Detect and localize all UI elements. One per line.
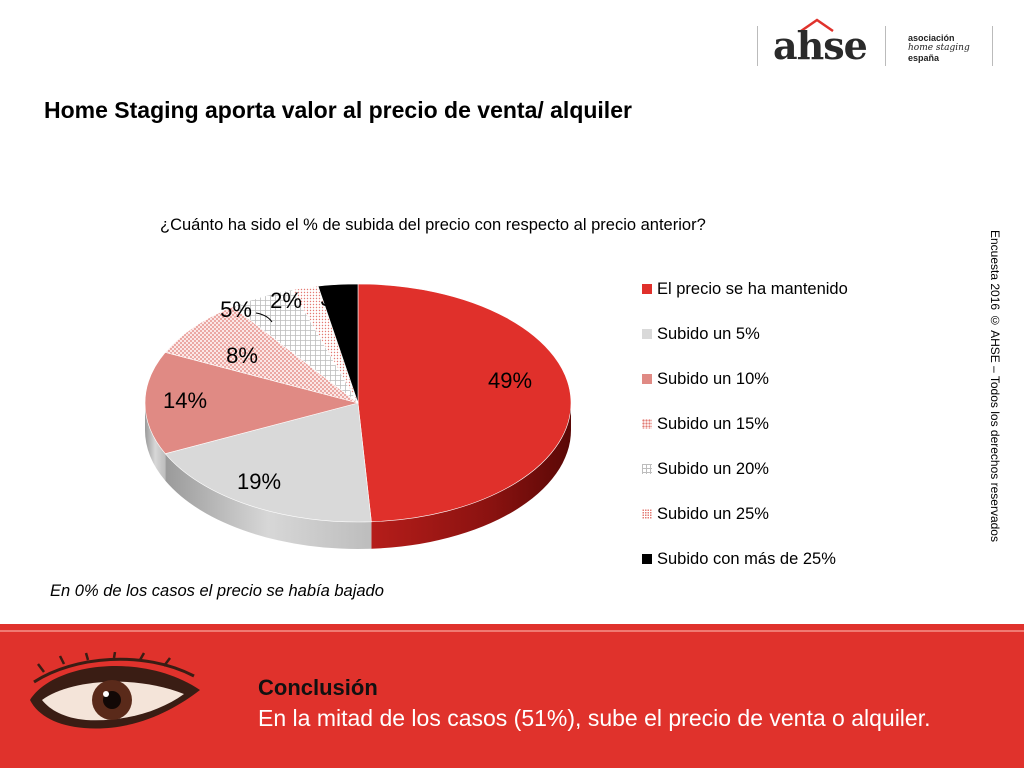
legend-swatch [642,419,652,429]
pie-rim [145,403,571,549]
pie-labels: 49% 19% 14% 8% 5% 2% 3% [163,286,532,494]
pie-chart: 49% 19% 14% 8% 5% 2% 3% [144,283,572,549]
legend-item-subido-un-25: Subido un 25% [642,503,769,525]
legend-item-subido-con-mas-de-25: Subido con más de 25% [642,548,836,570]
eye-icon [30,652,200,729]
logo-wordmark: ahse [773,23,868,68]
chart-footnote: En 0% de los casos el precio se había ba… [50,582,384,600]
page-title: Home Staging aporta valor al precio de v… [44,97,632,123]
legend-label: Subido un 15% [657,414,769,433]
house-roof-icon [800,18,834,32]
logo-tagline-line3: españa [908,53,940,63]
pie-rim-subido-un-5 [165,453,372,549]
pie-data-label: 2% [270,288,302,313]
pie-data-label: 49% [488,368,532,393]
legend-swatch [642,464,652,474]
legend-label: Subido un 5% [657,324,760,343]
legend-swatch [642,329,652,339]
legend-swatch [642,374,652,384]
pie-leader-line [255,312,273,323]
pie-slice-subido-un-5 [164,402,372,523]
logo-divider-left [757,26,758,66]
legend-item-el-precio-se-ha-mantenido: El precio se ha mantenido [642,278,848,300]
pie-rim-subido-un-10 [145,403,166,481]
pie-data-label: 5% [220,297,252,322]
legend-label: El precio se ha mantenido [657,279,848,298]
brand-logo: ahse asociación home staging españa [757,18,997,72]
pie-slice-subido-con-mas-de-25 [317,283,359,404]
legend-label: Subido con más de 25% [657,549,836,568]
pie-rim-el-precio-se-ha-mantenido [371,403,571,549]
pie-data-label: 3% [320,286,352,311]
pie-data-label: 19% [237,469,281,494]
legend-item-subido-un-5: Subido un 5% [642,323,760,345]
copyright-caption: Encuesta 2016 © AHSE – Todos los derecho… [988,230,1002,542]
legend-swatch [642,284,652,294]
conclusion-band-divider [0,630,1024,632]
logo-tagline-line1: asociación [908,33,955,43]
legend-swatch [642,509,652,519]
legend-label: Subido un 20% [657,459,769,478]
pie-slice-subido-un-15 [164,306,359,404]
pie-slice-el-precio-se-ha-mantenido [357,283,572,523]
logo-tagline: asociación home staging españa [908,33,970,63]
pie-data-label: 14% [163,388,207,413]
legend-item-subido-un-20: Subido un 20% [642,458,769,480]
pie-slices [144,283,572,523]
conclusion-text: En la mitad de los casos (51%), sube el … [258,705,931,731]
logo-divider-right [992,26,993,66]
logo-divider-middle [885,26,886,66]
pie-slice-subido-un-10 [144,351,360,455]
logo-tagline-line2: home staging [908,43,970,53]
legend-label: Subido un 25% [657,504,769,523]
conclusion-title: Conclusión [258,675,378,700]
legend-item-subido-un-15: Subido un 15% [642,413,769,435]
legend-item-subido-un-10: Subido un 10% [642,368,769,390]
legend-label: Subido un 10% [657,369,769,388]
legend-swatch [642,554,652,564]
pie-data-label: 8% [226,343,258,368]
chart-title: ¿Cuánto ha sido el % de subida del preci… [160,216,706,234]
